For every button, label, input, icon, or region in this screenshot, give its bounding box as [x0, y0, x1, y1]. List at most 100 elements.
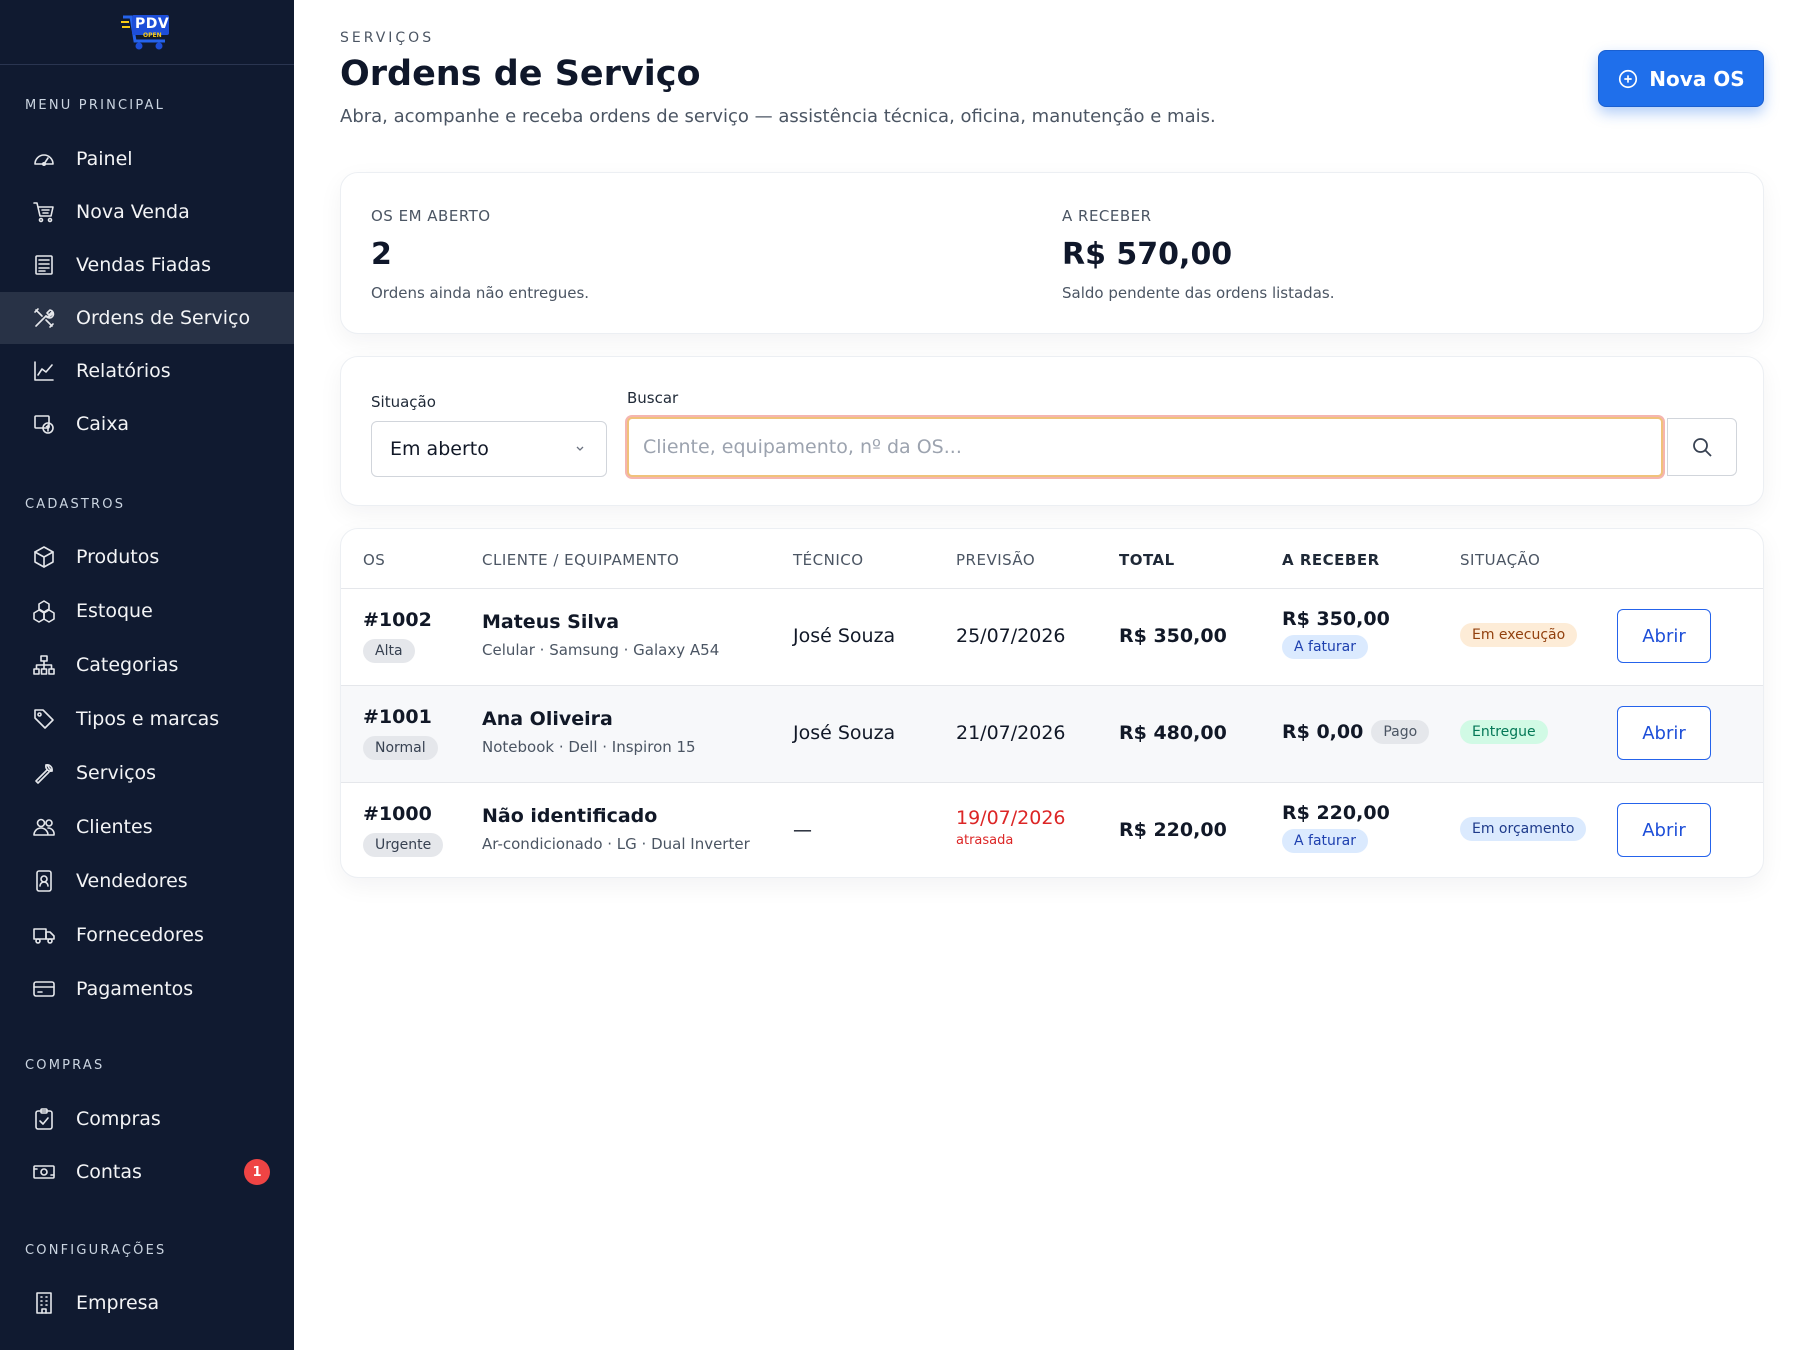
status-select[interactable]: Em aberto — [371, 421, 607, 477]
equipment-text: Celular · Samsung · Galaxy A54 — [482, 641, 720, 659]
receivable-tag: A faturar — [1282, 635, 1368, 659]
table-row: #1000 Urgente Não identificado Ar-condic… — [341, 783, 1763, 877]
receivable-cell: R$ 220,00 A faturar — [1282, 802, 1390, 853]
sidebar-item-vendedores[interactable]: Vendedores — [0, 855, 294, 907]
receivable-value: R$ 220,00 — [1282, 802, 1390, 824]
sidebar-item-contas[interactable]: Contas 1 — [0, 1146, 294, 1198]
filter-card: Situação Em aberto Buscar — [340, 356, 1764, 506]
receivable-tag: A faturar — [1282, 829, 1368, 853]
logo-sub: OPEN — [143, 32, 162, 39]
total-cell: R$ 350,00 — [1119, 625, 1227, 647]
logo[interactable]: PDV OPEN — [0, 0, 294, 65]
clipboard-icon — [32, 1107, 56, 1131]
technician-cell: José Souza — [793, 625, 896, 647]
search-input[interactable] — [627, 417, 1663, 477]
priority-badge: Normal — [363, 736, 438, 760]
stat-open-desc: Ordens ainda não entregues. — [371, 284, 590, 302]
receipt-icon — [32, 253, 56, 277]
search-button[interactable] — [1667, 418, 1737, 476]
forecast-date: 19/07/2026 — [956, 807, 1066, 829]
receivable-tag: Pago — [1371, 720, 1430, 744]
receivable-value: R$ 0,00 — [1282, 721, 1364, 743]
sidebar-item-label: Nova Venda — [76, 201, 190, 223]
os-number[interactable]: #1002 — [363, 609, 432, 631]
page-subtitle: Abra, acompanhe e receba ordens de servi… — [340, 106, 1216, 127]
os-number[interactable]: #1000 — [363, 803, 432, 825]
equipment-text: Notebook · Dell · Inspiron 15 — [482, 738, 696, 756]
column-header-total: TOTAL — [1119, 551, 1175, 569]
sidebar-item-label: Compras — [76, 1108, 161, 1130]
stat-receivable-value: R$ 570,00 — [1062, 237, 1233, 272]
sidebar-item-ordens-de-servico[interactable]: Ordens de Serviço — [0, 292, 294, 344]
stat-receivable-desc: Saldo pendente das ordens listadas. — [1062, 284, 1335, 302]
sidebar-item-vendas-fiadas[interactable]: Vendas Fiadas — [0, 239, 294, 291]
sidebar-item-categorias[interactable]: Categorias — [0, 639, 294, 691]
pdv-logo: PDV OPEN — [121, 13, 173, 51]
forecast-cell: 25/07/2026 — [956, 625, 1066, 647]
section-menu-principal: MENU PRINCIPAL — [25, 98, 166, 113]
sidebar-item-painel[interactable]: Painel — [0, 133, 294, 185]
sidebar-item-label: Clientes — [76, 816, 153, 838]
column-header-status: SITUAÇÃO — [1460, 551, 1541, 569]
sidebar-item-label: Vendedores — [76, 870, 188, 892]
sidebar-item-label: Serviços — [76, 762, 157, 784]
receivable-value: R$ 350,00 — [1282, 608, 1390, 630]
client-cell: Ana Oliveira Notebook · Dell · Inspiron … — [482, 708, 696, 756]
stat-receivable-label: A RECEBER — [1062, 207, 1152, 225]
cart-icon — [32, 200, 56, 224]
truck-icon — [32, 923, 56, 947]
sidebar-item-label: Ordens de Serviço — [76, 307, 251, 329]
stat-open: OS EM ABERTO 2 Ordens ainda não entregue… — [371, 207, 589, 302]
sitemap-icon — [32, 653, 56, 677]
status-cell: Em execução — [1460, 623, 1578, 647]
sidebar-item-tipos-e-marcas[interactable]: Tipos e marcas — [0, 693, 294, 745]
new-os-button[interactable]: Nova OS — [1598, 50, 1764, 107]
sidebar-item-label: Vendas Fiadas — [76, 254, 211, 276]
sidebar-item-label: Painel — [76, 148, 133, 170]
column-header-forecast: PREVISÃO — [956, 551, 1036, 569]
table-header: OS CLIENTE / EQUIPAMENTO TÉCNICO PREVISÃ… — [341, 529, 1763, 589]
sidebar: PDV OPEN MENU PRINCIPAL Painel Nova Vend… — [0, 0, 294, 1350]
sidebar-item-label: Empresa — [76, 1292, 160, 1314]
users-icon — [32, 815, 56, 839]
page-eyebrow: SERVIÇOS — [340, 30, 435, 46]
sidebar-item-estoque[interactable]: Estoque — [0, 585, 294, 637]
open-button[interactable]: Abrir — [1617, 609, 1711, 663]
table-row: #1001 Normal Ana Oliveira Notebook · Del… — [341, 686, 1763, 783]
orders-table: OS CLIENTE / EQUIPAMENTO TÉCNICO PREVISÃ… — [340, 528, 1764, 878]
credit-card-icon — [32, 977, 56, 1001]
sidebar-item-compras[interactable]: Compras — [0, 1093, 294, 1145]
stats-card: OS EM ABERTO 2 Ordens ainda não entregue… — [340, 172, 1764, 334]
os-number[interactable]: #1001 — [363, 706, 432, 728]
sidebar-item-label: Fornecedores — [76, 924, 204, 946]
sidebar-item-pagamentos[interactable]: Pagamentos — [0, 963, 294, 1015]
open-button[interactable]: Abrir — [1617, 803, 1711, 857]
cash-register-icon — [32, 412, 56, 436]
client-name: Ana Oliveira — [482, 708, 613, 730]
tools-icon — [32, 306, 56, 330]
wrench-icon — [32, 761, 56, 785]
sidebar-item-produtos[interactable]: Produtos — [0, 531, 294, 583]
sidebar-item-fornecedores[interactable]: Fornecedores — [0, 909, 294, 961]
section-configuracoes: CONFIGURAÇÕES — [25, 1243, 167, 1258]
money-icon — [32, 1160, 56, 1184]
receivable-cell: R$ 0,00 Pago — [1282, 720, 1430, 744]
sidebar-item-nova-venda[interactable]: Nova Venda — [0, 186, 294, 238]
main-content: SERVIÇOS Ordens de Serviço Abra, acompan… — [294, 0, 1800, 1350]
plus-circle-icon — [1619, 69, 1638, 88]
sidebar-item-empresa[interactable]: Empresa — [0, 1277, 294, 1329]
tag-icon — [32, 707, 56, 731]
technician-cell: — — [793, 819, 812, 841]
sidebar-item-relatorios[interactable]: Relatórios — [0, 345, 294, 397]
open-button[interactable]: Abrir — [1617, 706, 1711, 760]
sidebar-item-clientes[interactable]: Clientes — [0, 801, 294, 853]
sidebar-item-caixa[interactable]: Caixa — [0, 398, 294, 450]
new-os-label: Nova OS — [1649, 66, 1745, 91]
gauge-icon — [32, 147, 56, 171]
forecast-cell: 19/07/2026 atrasada — [956, 807, 1066, 848]
status-badge: Em execução — [1460, 623, 1578, 647]
sidebar-item-label: Caixa — [76, 413, 130, 435]
chevron-down-icon — [576, 446, 584, 451]
sidebar-item-label: Tipos e marcas — [76, 708, 220, 730]
sidebar-item-servicos[interactable]: Serviços — [0, 747, 294, 799]
